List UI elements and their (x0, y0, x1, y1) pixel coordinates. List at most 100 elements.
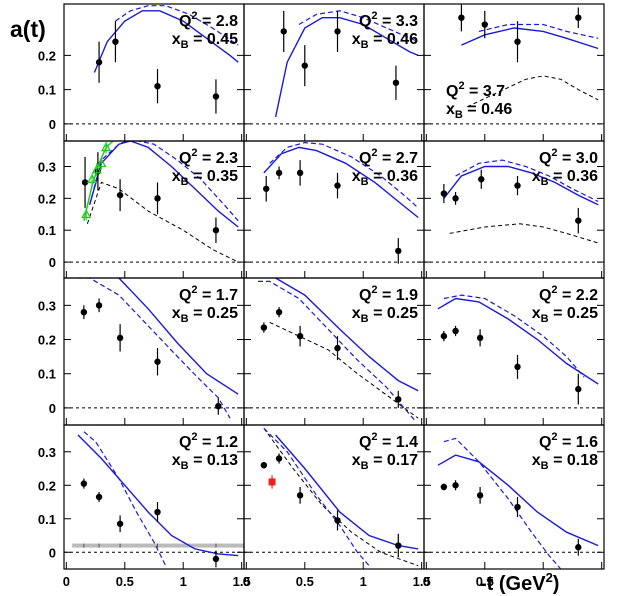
fit-curve-blue-dashed (263, 427, 370, 567)
data-point (154, 195, 161, 202)
data-point (296, 169, 304, 177)
panel-q2-3.7-xb-0.46: Q2 = 3.7xB = 0.46 (423, 3, 605, 142)
xb-label: xB = 0.13 (172, 452, 238, 472)
q2-label: Q2 = 2.8 (179, 10, 238, 30)
x-tick-label: 1 (360, 574, 367, 589)
data-point (116, 334, 124, 342)
x-axis-label-close: ) (553, 573, 560, 595)
xb-label: xB = 0.45 (172, 31, 238, 51)
fit-curve-blue-solid (443, 165, 599, 206)
data-point (514, 503, 521, 511)
fit-curve-blue-solid (118, 278, 239, 395)
panel-q2-1.7-xb-0.25: 0 0.1 0.2 0.3 Q2 = 1.7xB = 0.25 (38, 277, 245, 426)
y-axis-label: a(t) (10, 16, 46, 42)
data-point (296, 332, 304, 340)
x-tick-label: 1.5 (413, 574, 431, 589)
panel-plot-area (64, 431, 244, 568)
data-point (476, 492, 484, 499)
panel-q2-3.3-xb-0.46: Q2 = 3.3xB = 0.46 (243, 3, 425, 142)
q2-label: Q2 = 2.7 (359, 147, 418, 167)
data-point (575, 544, 582, 551)
q2-label: Q2 = 1.7 (179, 284, 238, 304)
data-point (334, 28, 341, 35)
systematic-uncertainty-band (72, 543, 244, 548)
data-point (334, 344, 341, 352)
y-tick-label: 0.2 (38, 48, 56, 63)
data-point (440, 483, 448, 491)
fit-curve-blue-dashed (89, 141, 239, 222)
data-point (212, 93, 220, 100)
fit-curve-blue-solid (461, 27, 599, 50)
data-point (116, 520, 124, 527)
data-point (212, 227, 220, 234)
y-tick-label: 0 (49, 401, 56, 416)
panel-plot-area (64, 278, 244, 419)
data-point (395, 542, 402, 549)
q2-label: Q2 = 3.7 (446, 80, 505, 100)
green-triangle-point (81, 208, 92, 219)
q2-label: Q2 = 3.0 (539, 147, 598, 167)
panel-plot-area (424, 159, 604, 263)
x-tick-label: 1.5 (233, 574, 251, 589)
data-point (575, 217, 582, 224)
fit-curve-blue-solid (263, 146, 419, 219)
model-curve-black-dashed (269, 321, 419, 419)
panel-q2-2.7-xb-0.36: Q2 = 2.7xB = 0.36 (243, 140, 425, 279)
fit-curve-blue-dashed (78, 278, 231, 419)
y-tick-label: 0.2 (38, 191, 56, 206)
y-tick-label: 0.1 (38, 367, 56, 382)
x-axis-label-sup: 2 (546, 570, 553, 585)
panel-plot-area (424, 437, 604, 569)
panel-frame (423, 424, 605, 570)
data-point (395, 396, 402, 403)
fit-curve-blue-solid (437, 297, 599, 385)
red-square-point (268, 478, 276, 486)
data-point (80, 308, 88, 316)
panel-plot-area (64, 141, 244, 263)
fit-curve-blue-dashed (298, 10, 419, 43)
q2-label: Q2 = 1.9 (359, 284, 418, 304)
data-point (440, 332, 448, 340)
fit-curve-blue-dashed (83, 431, 167, 566)
xb-label: xB = 0.36 (532, 168, 598, 188)
data-point (395, 247, 402, 255)
data-point (212, 555, 220, 563)
panel-q2-2.3-xb-0.35: 0 0.1 0.2 0.3 Q2 = 2.3xB = 0.35 (38, 140, 245, 279)
fit-curve-blue-dashed (455, 159, 599, 203)
xb-label: xB = 0.25 (352, 305, 418, 325)
panel-plot-area (244, 10, 424, 125)
x-tick-label: 0.5 (476, 574, 494, 589)
data-point (392, 79, 400, 86)
fit-curve-blue-solid (93, 10, 239, 73)
data-point (452, 195, 459, 202)
data-point (275, 169, 283, 177)
data-point (260, 324, 268, 331)
y-tick-label: 0 (49, 117, 56, 132)
panel-plot-area (244, 141, 424, 264)
data-point (458, 14, 465, 21)
data-point (116, 191, 124, 199)
x-tick-label: 0 (243, 574, 250, 589)
data-point (334, 182, 341, 189)
x-tick-label: 0.5 (296, 574, 314, 589)
x-axis-label: -t (GeV2) (480, 570, 559, 595)
model-curve-black-dashed (466, 75, 599, 108)
data-point (481, 21, 488, 28)
data-point (296, 492, 304, 499)
panel-plot-area (424, 294, 604, 409)
data-point (112, 38, 119, 45)
green-triangle-point (86, 173, 98, 184)
y-tick-label: 0.3 (38, 298, 56, 313)
xb-label: xB = 0.25 (172, 305, 238, 325)
model-curve-black-dashed (263, 428, 419, 567)
model-curve-black-dashed (86, 181, 239, 263)
panel-plot-area (424, 4, 604, 125)
x-tick-label: 0.5 (116, 574, 134, 589)
fit-curve-blue-dashed (478, 23, 599, 39)
data-point (260, 461, 268, 469)
x-tick-label: 0 (63, 574, 70, 589)
q2-label: Q2 = 1.6 (539, 431, 598, 451)
data-point (452, 327, 459, 335)
data-point (334, 517, 341, 524)
